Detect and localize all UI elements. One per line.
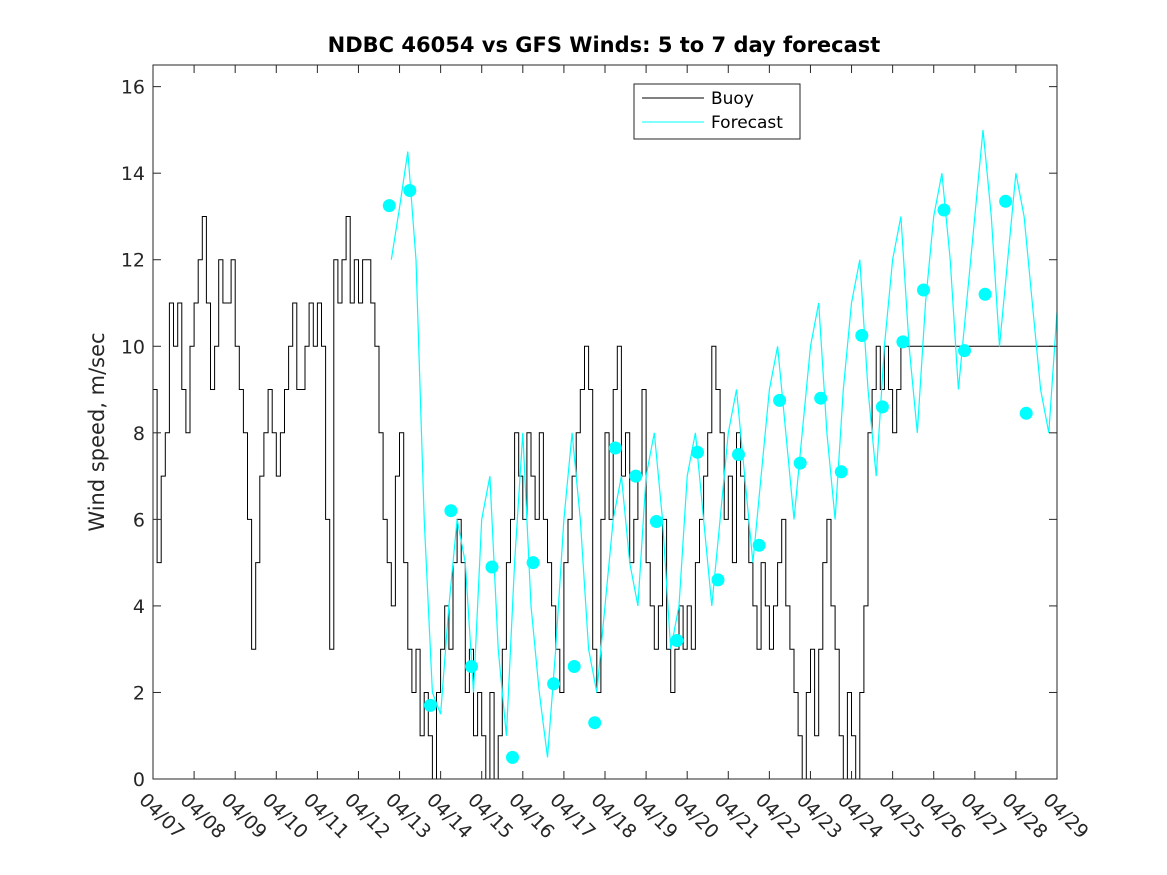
- forecast-marker: [875, 400, 889, 414]
- y-tick-label: 2: [133, 682, 145, 704]
- forecast-marker: [670, 634, 684, 647]
- series-line-forecast: [390, 129, 1058, 758]
- y-tick-label: 12: [121, 250, 145, 272]
- forecast-marker: [465, 660, 478, 673]
- forecast-marker: [752, 538, 766, 552]
- legend-label-buoy: Buoy: [711, 89, 754, 109]
- forecast-marker: [485, 560, 499, 574]
- forecast-marker: [382, 199, 396, 213]
- forecast-marker: [896, 335, 910, 349]
- forecast-marker: [711, 573, 725, 587]
- forecast-marker: [691, 445, 704, 459]
- legend-label-forecast: Forecast: [711, 113, 783, 133]
- series-line-buoy: [153, 216, 1053, 780]
- forecast-marker: [629, 469, 643, 483]
- forecast-marker: [999, 194, 1013, 208]
- forecast-marker: [732, 448, 745, 461]
- forecast-marker: [978, 287, 992, 301]
- forecast-marker: [937, 203, 951, 217]
- y-tick-label: 16: [121, 77, 145, 99]
- y-axis-label: Wind speed, m/sec: [85, 332, 109, 531]
- forecast-marker: [834, 465, 848, 479]
- forecast-marker: [649, 515, 663, 528]
- forecast-marker: [403, 184, 417, 197]
- forecast-marker: [608, 441, 622, 455]
- plot-area: [153, 129, 1058, 780]
- forecast-marker: [444, 504, 458, 518]
- forecast-marker: [917, 283, 930, 297]
- forecast-marker: [773, 393, 787, 407]
- forecast-marker: [547, 677, 561, 691]
- forecast-marker: [1019, 406, 1033, 420]
- forecast-marker: [793, 456, 807, 470]
- chart-title: NDBC 46054 vs GFS Winds: 5 to 7 day fore…: [328, 33, 881, 57]
- y-tick-label: 6: [133, 509, 145, 531]
- y-tick-label: 8: [133, 423, 145, 445]
- y-tick-label: 0: [133, 769, 145, 791]
- forecast-marker: [958, 344, 971, 358]
- forecast-marker: [526, 556, 540, 570]
- legend: Buoy Forecast: [633, 83, 801, 140]
- forecast-marker: [855, 329, 869, 342]
- forecast-marker: [506, 750, 519, 764]
- forecast-marker: [567, 660, 581, 673]
- y-tick-label: 14: [121, 163, 145, 185]
- legend-box: [633, 83, 801, 140]
- forecast-marker: [814, 391, 828, 405]
- y-tick-label: 4: [133, 596, 145, 618]
- y-tick-label: 10: [121, 336, 145, 358]
- forecast-marker: [423, 698, 437, 712]
- forecast-marker: [588, 716, 602, 730]
